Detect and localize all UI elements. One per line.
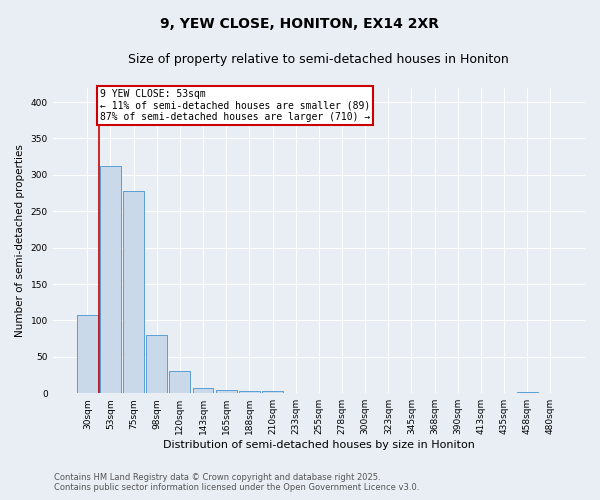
Bar xyxy=(239,391,260,393)
Bar xyxy=(77,316,98,393)
Text: 9, YEW CLOSE, HONITON, EX14 2XR: 9, YEW CLOSE, HONITON, EX14 2XR xyxy=(161,18,439,32)
Bar xyxy=(100,166,121,393)
Text: 9 YEW CLOSE: 53sqm
← 11% of semi-detached houses are smaller (89)
87% of semi-de: 9 YEW CLOSE: 53sqm ← 11% of semi-detache… xyxy=(100,89,370,122)
Y-axis label: Number of semi-detached properties: Number of semi-detached properties xyxy=(15,144,25,337)
Bar xyxy=(193,388,214,393)
Text: Contains HM Land Registry data © Crown copyright and database right 2025.: Contains HM Land Registry data © Crown c… xyxy=(54,474,380,482)
Bar xyxy=(517,392,538,393)
Title: Size of property relative to semi-detached houses in Honiton: Size of property relative to semi-detach… xyxy=(128,52,509,66)
Bar xyxy=(216,390,236,393)
Bar xyxy=(262,391,283,393)
Bar xyxy=(146,335,167,393)
X-axis label: Distribution of semi-detached houses by size in Honiton: Distribution of semi-detached houses by … xyxy=(163,440,475,450)
Bar xyxy=(123,191,144,393)
Bar xyxy=(169,372,190,393)
Text: Contains public sector information licensed under the Open Government Licence v3: Contains public sector information licen… xyxy=(54,484,419,492)
